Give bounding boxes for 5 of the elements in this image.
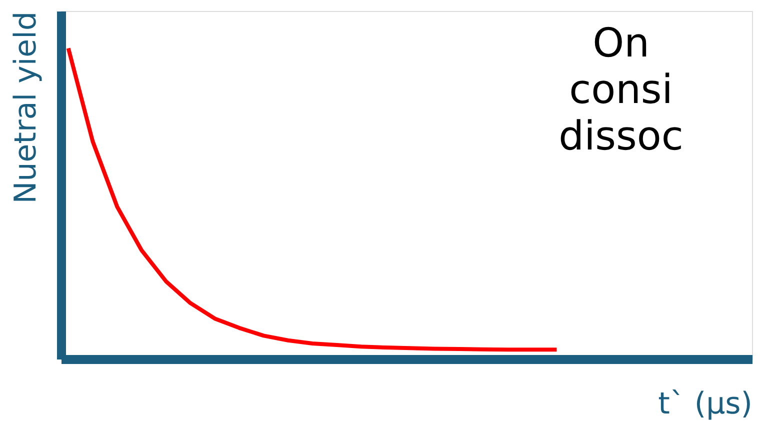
x-axis-title: t` (μs) [658, 386, 752, 422]
annotation: On [592, 20, 650, 66]
y-axis-title: Nuetral yield [8, 12, 44, 204]
annotation: dissoc [558, 114, 684, 160]
annotation: consi [569, 67, 673, 113]
